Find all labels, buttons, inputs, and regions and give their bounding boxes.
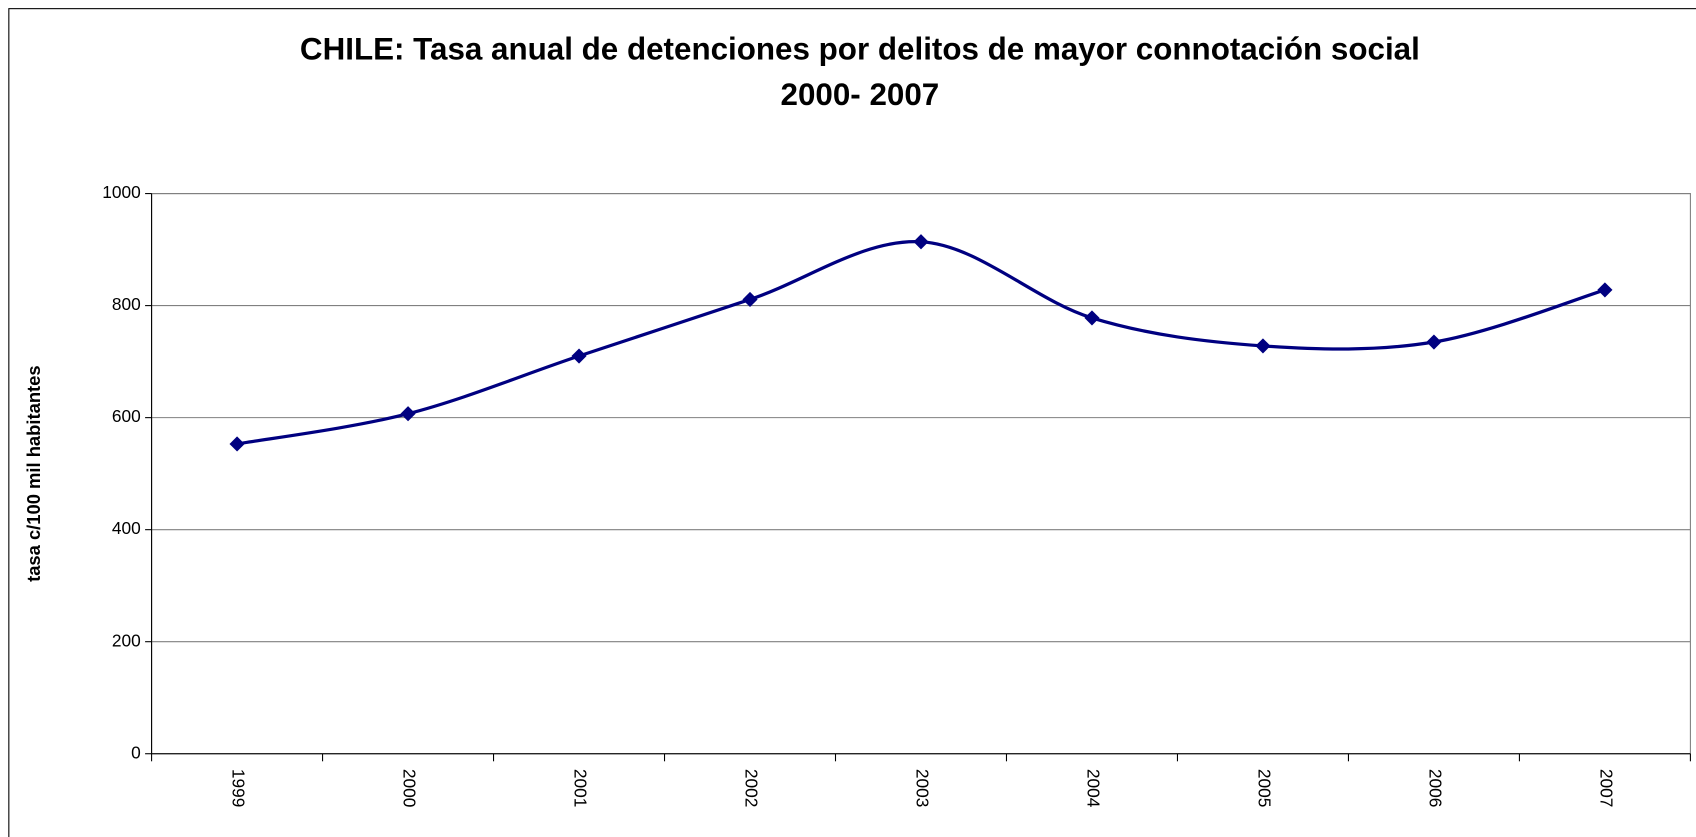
x-tick-label: 2007 [1596,769,1616,807]
chart-title: 2000- 2007 [781,77,940,112]
marker [742,291,758,308]
y-tick-label: 800 [112,294,141,314]
x-tick-label: 2003 [912,769,932,807]
y-tick-label: 0 [131,742,141,762]
x-tick-label: 2005 [1254,769,1274,807]
marker [1426,334,1442,350]
x-tick-label: 2002 [741,769,761,807]
x-tick-label: 2006 [1425,769,1445,807]
marker [1597,282,1613,298]
marker [400,406,416,422]
y-tick-label: 1000 [102,182,140,202]
x-tick-label: 1999 [229,769,249,807]
marker [1255,338,1271,354]
x-tick-label: 2004 [1083,769,1103,808]
x-tick-label: 2001 [570,769,590,807]
marker [913,234,929,250]
y-axis-label: tasa c/100 mil habitantes [23,365,44,582]
y-tick-label: 600 [112,406,141,426]
marker [229,436,245,452]
y-tick-label: 400 [112,518,141,538]
y-tick-label: 200 [112,630,141,650]
chart-border [8,8,1696,837]
marker [1084,310,1100,326]
x-tick-label: 2000 [399,769,419,807]
chart-title: CHILE: Tasa anual de detenciones por del… [300,31,1420,66]
